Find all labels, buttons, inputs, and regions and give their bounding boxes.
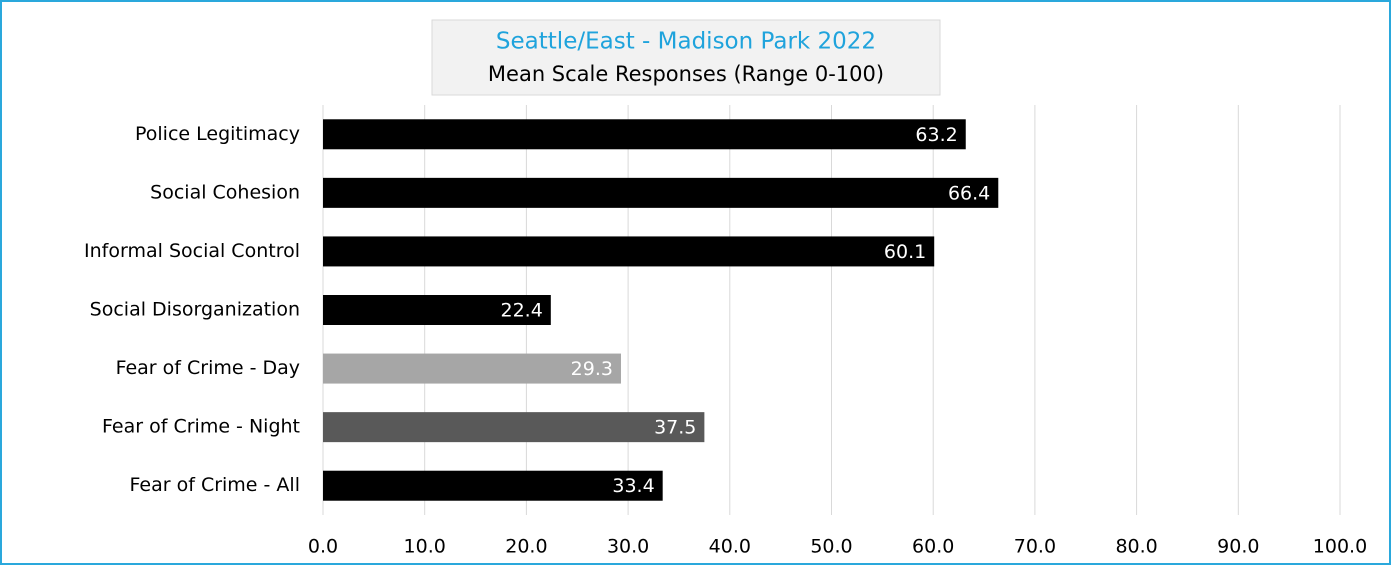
y-tick-label: Fear of Crime - All — [130, 474, 300, 496]
y-tick-label: Fear of Crime - Day — [116, 357, 300, 379]
x-tick-label: 70.0 — [1014, 536, 1056, 558]
value-label: 37.5 — [654, 417, 696, 439]
bar — [323, 295, 551, 325]
bar — [323, 177, 999, 208]
x-tick-label: 10.0 — [404, 536, 446, 558]
bar — [323, 119, 966, 150]
value-label: 63.2 — [915, 124, 957, 146]
value-label: 22.4 — [500, 300, 542, 322]
bar — [323, 236, 935, 267]
chart-title: Seattle/East - Madison Park 2022 — [496, 29, 876, 55]
x-tick-label: 30.0 — [607, 536, 649, 558]
y-tick-label: Social Disorganization — [90, 299, 300, 321]
x-tick-label: 50.0 — [810, 536, 852, 558]
x-tick-label: 90.0 — [1217, 536, 1259, 558]
bar — [323, 412, 705, 443]
bar — [323, 470, 663, 501]
x-tick-label: 100.0 — [1313, 536, 1367, 558]
title-box — [431, 19, 941, 96]
value-label: 33.4 — [612, 475, 654, 497]
bar — [323, 353, 621, 384]
chart-subtitle: Mean Scale Responses (Range 0-100) — [488, 62, 884, 86]
x-tick-label: 0.0 — [308, 536, 338, 558]
value-label: 60.1 — [884, 241, 926, 263]
y-tick-label: Social Cohesion — [150, 181, 300, 203]
value-label: 66.4 — [948, 182, 990, 204]
x-tick-label: 20.0 — [505, 536, 547, 558]
y-tick-label: Informal Social Control — [84, 240, 300, 262]
value-label: 29.3 — [571, 358, 613, 380]
y-tick-label: Fear of Crime - Night — [102, 416, 300, 438]
x-tick-label: 60.0 — [912, 536, 954, 558]
y-tick-label: Police Legitimacy — [135, 123, 300, 145]
x-tick-label: 40.0 — [709, 536, 751, 558]
x-tick-label: 80.0 — [1115, 536, 1157, 558]
